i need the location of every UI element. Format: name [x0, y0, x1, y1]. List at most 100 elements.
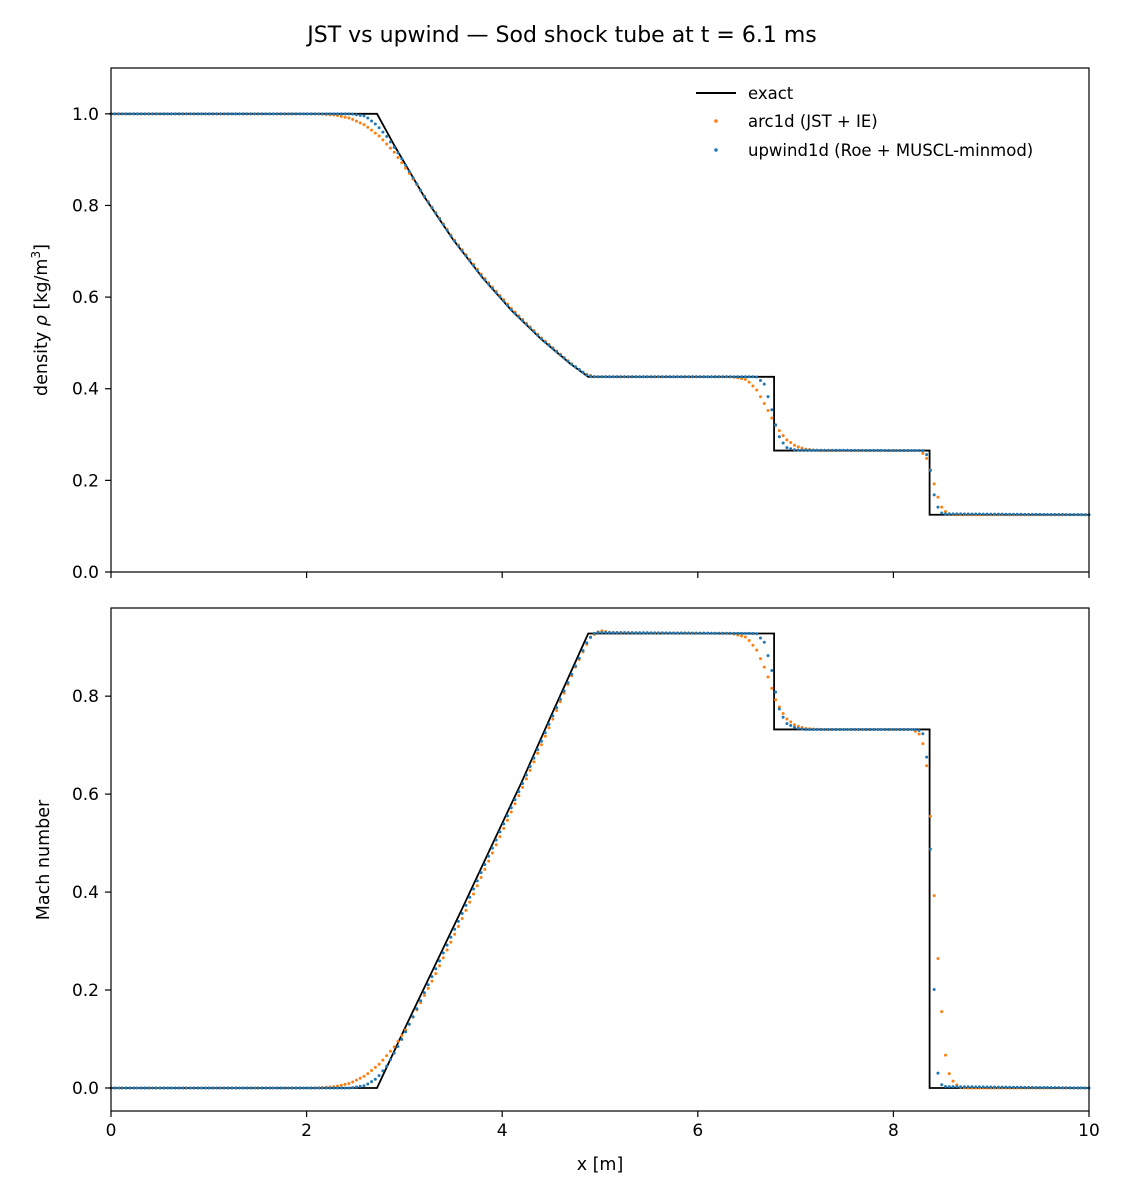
data-point: [921, 742, 925, 746]
data-point: [472, 264, 475, 268]
data-point: [407, 1022, 411, 1026]
data-point: [472, 892, 475, 896]
data-point: [222, 1086, 226, 1090]
data-point: [147, 1086, 151, 1090]
data-point: [721, 631, 725, 635]
data-point: [891, 727, 895, 731]
legend-exact-label: exact: [748, 84, 794, 103]
data-point: [845, 448, 849, 452]
data-point: [324, 1086, 328, 1090]
data-point: [1015, 1085, 1019, 1089]
data-point: [777, 705, 781, 709]
data-point: [770, 416, 774, 420]
density-plot-area: [109, 112, 1091, 517]
data-point: [536, 748, 540, 752]
data-point: [264, 112, 268, 116]
data-point: [173, 112, 177, 116]
data-point: [725, 631, 728, 635]
data-point: [275, 112, 279, 116]
data-point: [679, 375, 683, 379]
data-point: [132, 1086, 136, 1090]
data-point: [1038, 512, 1042, 516]
mach-x-tick-label: 4: [497, 1121, 508, 1141]
data-point: [743, 635, 747, 639]
data-point: [823, 727, 827, 731]
data-point: [917, 732, 921, 736]
data-point: [370, 1069, 374, 1072]
data-point: [154, 1086, 158, 1090]
data-point: [577, 368, 581, 372]
data-point: [135, 1086, 139, 1090]
data-point: [796, 726, 800, 730]
data-point: [691, 375, 695, 379]
data-point: [521, 785, 525, 789]
mach-y-tick-label: 0.4: [72, 883, 99, 903]
data-point: [1064, 513, 1068, 517]
data-point: [498, 835, 502, 839]
data-point: [709, 631, 713, 635]
data-point: [766, 675, 770, 679]
data-point: [241, 1086, 245, 1090]
data-point: [309, 1086, 313, 1090]
data-point: [181, 1086, 185, 1090]
data-point: [921, 732, 925, 736]
data-point: [377, 1074, 381, 1078]
data-point: [993, 512, 997, 516]
data-point: [796, 724, 800, 728]
data-point: [505, 818, 509, 822]
data-point: [252, 112, 256, 116]
data-point: [630, 375, 634, 379]
data-point: [611, 375, 615, 379]
data-point: [354, 113, 358, 117]
data-point: [381, 1069, 385, 1073]
data-point: [464, 908, 468, 912]
data-point: [370, 128, 374, 132]
data-point: [607, 631, 611, 635]
data-point: [521, 781, 525, 785]
data-point: [675, 631, 679, 635]
data-point: [785, 717, 789, 721]
data-point: [169, 1086, 173, 1090]
data-point: [800, 448, 804, 452]
data-point: [547, 343, 551, 347]
data-point: [789, 447, 793, 451]
data-point: [1034, 1085, 1038, 1089]
data-point: [290, 112, 294, 116]
data-point: [581, 649, 585, 653]
data-point: [377, 126, 381, 130]
data-point: [407, 169, 411, 173]
data-point: [475, 884, 479, 888]
data-point: [1011, 1085, 1015, 1089]
data-point: [959, 1085, 963, 1089]
data-point: [993, 1085, 997, 1089]
data-point: [468, 900, 472, 904]
data-point: [419, 999, 423, 1003]
data-point: [936, 505, 940, 509]
data-point: [347, 116, 351, 120]
data-point: [819, 448, 823, 452]
data-point: [381, 138, 385, 142]
data-point: [1049, 1086, 1053, 1090]
data-point: [347, 1081, 351, 1085]
data-point: [876, 448, 880, 452]
data-point: [237, 112, 241, 116]
data-point: [426, 200, 430, 204]
data-point: [1008, 1085, 1012, 1089]
data-point: [528, 768, 532, 772]
data-point: [313, 1086, 317, 1090]
data-point: [203, 1086, 207, 1090]
data-point: [203, 112, 207, 116]
data-point: [543, 734, 547, 738]
data-point: [373, 131, 377, 135]
data-point: [524, 777, 528, 781]
data-point: [392, 150, 396, 154]
legend-arc1d-swatch: [714, 119, 718, 123]
data-point: [868, 448, 872, 452]
data-point: [430, 975, 434, 979]
data-point: [751, 375, 755, 379]
data-point: [271, 1086, 275, 1090]
data-point: [981, 1085, 985, 1089]
data-point: [151, 112, 155, 116]
data-point: [921, 451, 925, 455]
data-point: [1076, 513, 1080, 517]
